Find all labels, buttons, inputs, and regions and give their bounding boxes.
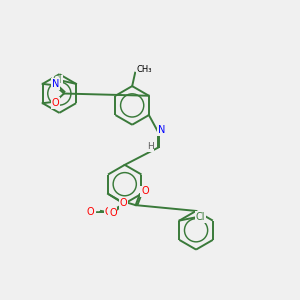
Text: methoxy: methoxy — [94, 210, 100, 211]
Text: Cl: Cl — [195, 212, 205, 222]
Text: O: O — [109, 208, 117, 218]
Text: O: O — [86, 207, 94, 217]
Text: O: O — [119, 198, 127, 208]
Text: CH₃: CH₃ — [137, 65, 152, 74]
Text: N: N — [52, 79, 59, 89]
Text: H: H — [147, 142, 154, 151]
Text: Cl: Cl — [52, 75, 62, 85]
Text: O: O — [104, 207, 112, 217]
Text: O: O — [51, 98, 59, 108]
Text: O: O — [141, 187, 149, 196]
Text: N: N — [158, 125, 165, 135]
